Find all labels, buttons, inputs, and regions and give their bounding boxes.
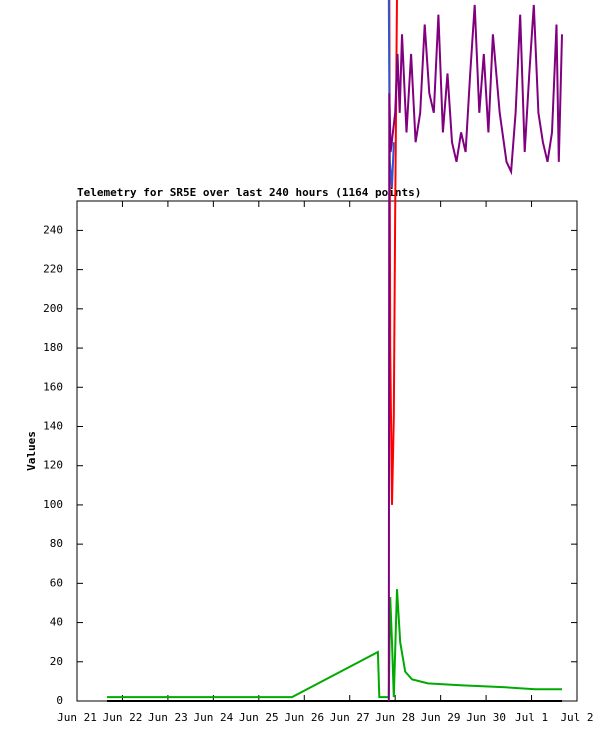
- series-line: [387, 4, 563, 702]
- y-tick-label: 60: [50, 576, 63, 589]
- y-tick-label: 220: [43, 263, 63, 276]
- y-tick-label: 80: [50, 537, 63, 550]
- y-tick-label: 180: [43, 341, 63, 354]
- y-axis-label: Values: [25, 431, 38, 471]
- series-line: [107, 589, 562, 699]
- y-tick-label: 40: [50, 616, 63, 629]
- x-tick-label: Jun 27: [330, 711, 370, 724]
- y-tick-label: 160: [43, 380, 63, 393]
- x-tick-label: Jun 29: [421, 711, 461, 724]
- x-tick-label: Jun 30: [466, 711, 506, 724]
- y-tick-label: 20: [50, 655, 63, 668]
- x-tick-label: Jul 1: [515, 711, 548, 724]
- y-tick-label: 100: [43, 498, 63, 511]
- x-tick-label: Jun 21: [57, 711, 97, 724]
- x-tick-label: Jun 24: [193, 711, 233, 724]
- x-tick-label: Jul 2: [560, 711, 593, 724]
- x-tick-label: Jun 22: [103, 711, 143, 724]
- plot-frame: [76, 200, 578, 702]
- x-tick-label: Jun 23: [148, 711, 188, 724]
- x-tick-label: Jun 26: [284, 711, 324, 724]
- x-tick-label: Jun 28: [375, 711, 415, 724]
- y-tick-label: 140: [43, 419, 63, 432]
- x-tick-label: Jun 25: [239, 711, 279, 724]
- y-tick-label: 120: [43, 459, 63, 472]
- y-tick-label: 240: [43, 223, 63, 236]
- y-tick-label: 0: [56, 694, 63, 707]
- chart-title: Telemetry for SR5E over last 240 hours (…: [77, 186, 421, 199]
- series-line: [387, 0, 395, 188]
- y-tick-label: 200: [43, 302, 63, 315]
